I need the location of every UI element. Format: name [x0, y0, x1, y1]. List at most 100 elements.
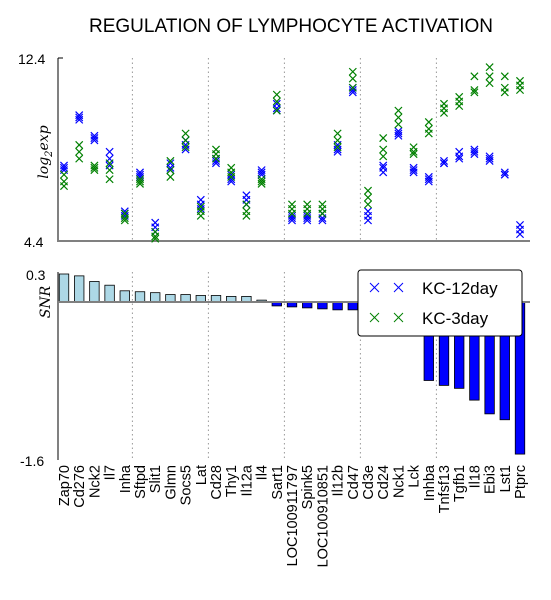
xtick-label-Il12b: Il12b: [331, 465, 347, 496]
xtick-label-Il7: Il7: [103, 465, 119, 480]
bottom-ytick-min: -1.6: [20, 453, 44, 469]
point-kc3-Slit1-2: [151, 234, 160, 243]
point-kc12-Socs5-2: [181, 145, 190, 154]
point-kc12-Tnfsf13-2: [439, 159, 449, 168]
point-kc3-Glmn-0: [166, 166, 175, 175]
point-kc3-Nck2-2: [90, 166, 99, 175]
bar-LOC100910851: [317, 301, 328, 310]
point-kc3-Sart1-0: [272, 97, 281, 106]
bar-Slit1: [150, 292, 161, 303]
point-kc3-Lat-1: [196, 202, 205, 211]
point-kc3-Il4-0: [257, 177, 266, 186]
point-kc12-Zap70-0: [59, 163, 69, 172]
point-kc3-Nck1-2: [394, 120, 403, 129]
xtick-label-Il18: Il18: [467, 465, 483, 488]
xtick-label-Cd3e: Cd3e: [361, 465, 377, 500]
point-kc3-Il18-2: [470, 88, 479, 97]
point-kc12-Nck1-2: [394, 131, 403, 140]
bar-Socs5: [180, 294, 191, 303]
xtick-label-Inha: Inha: [118, 464, 134, 493]
point-kc12-Il4-0: [257, 168, 266, 177]
point-kc3-Inha-1: [120, 209, 129, 218]
point-kc3-Lst1-1: [500, 72, 509, 81]
point-kc3-Glmn-1: [166, 156, 175, 165]
point-kc3-Inha-2: [120, 216, 129, 225]
chart-title: REGULATION OF LYMPHOCYTE ACTIVATION: [89, 16, 493, 37]
xtick-label-LOC100910851: LOC100910851: [315, 465, 331, 567]
legend-marker-kc12: [369, 282, 404, 293]
xtick-label-Il12a: Il12a: [239, 464, 255, 496]
bar-Zap70: [58, 273, 70, 303]
point-kc3-Il18-0: [470, 86, 479, 95]
point-kc3-Cd24-1: [379, 134, 388, 143]
xtick-label-Lck: Lck: [407, 464, 423, 487]
point-kc3-Zap70-2: [59, 182, 69, 191]
bar-Il7: [104, 284, 115, 303]
point-kc12-Nck2-0: [90, 134, 99, 143]
point-kc3-Nck2-0: [90, 163, 99, 172]
point-kc3-LOC100910851-1: [318, 200, 327, 209]
point-kc3-Cd276-1: [75, 140, 84, 149]
point-kc3-Ebi3-1: [485, 63, 494, 72]
xtick-label-Cd24: Cd24: [376, 465, 392, 500]
legend-marker-kc3: [369, 312, 404, 323]
bar-Nck2: [89, 281, 100, 303]
point-kc3-Cd24-0: [379, 145, 388, 154]
point-kc12-Nck2-2: [90, 136, 99, 145]
legend: KC-12day KC-3day: [357, 269, 523, 337]
point-kc3-Sart1-2: [272, 106, 281, 115]
top-panel: 12.4 4.4 log2exp: [18, 51, 530, 250]
point-kc12-Ebi3-2: [485, 156, 494, 165]
bottom-panel: 0.3 -1.6 SNR Zap70 Cd276 Nck2 Il7 Inha Sftpd S…: [20, 267, 530, 567]
point-kc12-Slit1-1: [151, 218, 160, 227]
point-kc3-LOC100911797-1: [287, 200, 297, 209]
point-kc12-Lat-2: [196, 204, 205, 213]
point-kc3-Cd24-2: [379, 152, 388, 161]
point-kc12-Spink5-2: [303, 216, 312, 225]
xtick-label-Lst1: Lst1: [498, 465, 514, 492]
point-kc3-Tnfsf13-1: [439, 99, 449, 108]
point-kc12-Inhba-2: [424, 177, 433, 186]
point-kc3-Zap70-1: [59, 170, 69, 179]
point-kc3-Lst1-2: [500, 88, 509, 97]
point-kc12-Nck1-0: [394, 129, 403, 138]
point-kc3-LOC100911797-2: [287, 209, 297, 218]
point-kc3-Il4-2: [257, 179, 266, 188]
xtick-label-Spink5: Spink5: [300, 465, 316, 509]
point-kc12-Thy1-1: [227, 170, 236, 179]
point-kc12-Cd3e-1: [363, 207, 373, 216]
xtick-label-Thy1: Thy1: [224, 465, 240, 497]
point-kc3-Cd276-2: [75, 154, 84, 163]
point-kc3-Cd3e-1: [363, 186, 373, 195]
top-ytick-min: 4.4: [24, 234, 44, 250]
xtick-label-Tgfb1: Tgfb1: [452, 465, 468, 502]
point-kc12-Il18-2: [470, 150, 479, 159]
point-kc3-Tgfb1-2: [455, 102, 464, 111]
point-kc3-Cd28-2: [211, 154, 221, 163]
point-kc12-Ptprc-1: [515, 220, 525, 230]
point-kc3-Spink5-2: [303, 209, 312, 218]
point-kc3-Inhba-2: [424, 129, 433, 138]
point-kc12-Il12a-1: [242, 191, 251, 200]
point-kc12-Inhba-0: [424, 175, 433, 184]
point-kc12-Cd3e-2: [363, 216, 373, 225]
legend-label-kc3: KC-3day: [422, 309, 489, 328]
bottom-ytick-max: 0.3: [26, 267, 46, 283]
point-kc3-Socs5-0: [181, 136, 190, 145]
point-kc3-Lat-2: [196, 211, 205, 220]
point-kc3-Ptprc-1: [515, 76, 525, 85]
point-kc3-Sart1-1: [272, 90, 281, 99]
point-kc3-Sftpd-2: [135, 179, 145, 188]
point-kc3-Il12a-2: [242, 211, 251, 220]
point-kc3-Spink5-1: [303, 200, 312, 209]
point-kc3-Il12b-2: [333, 143, 342, 152]
point-kc3-Socs5-1: [181, 129, 190, 138]
xtick-label-Ptprc: Ptprc: [513, 465, 529, 499]
xtick-label-Cd28: Cd28: [209, 465, 225, 500]
point-kc12-Cd276-2: [75, 115, 84, 124]
xtick-label-Zap70: Zap70: [57, 465, 73, 506]
point-kc12-Ptprc-2: [515, 230, 525, 239]
xtick-label-Sftpd: Sftpd: [133, 465, 149, 499]
bar-Glmn: [165, 294, 176, 303]
bottom-ylabel: SNR: [38, 285, 54, 318]
